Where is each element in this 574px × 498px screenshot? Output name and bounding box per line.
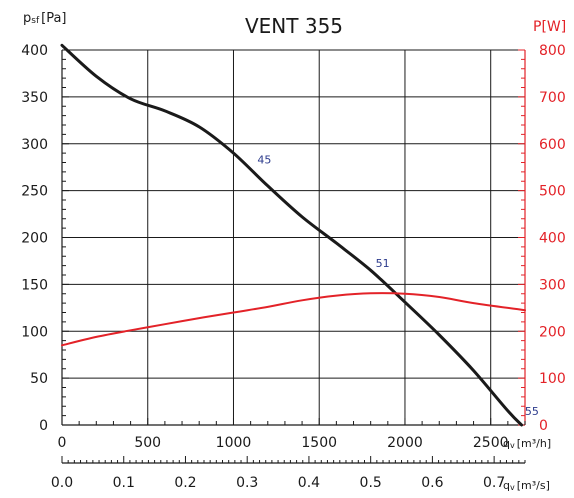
x-axis-label: qv [m³/h] xyxy=(503,437,551,450)
x-axis-label-sub: v xyxy=(510,441,515,450)
x-secondary-tick-label: 0.4 xyxy=(298,475,320,491)
left-tick-label: 200 xyxy=(21,231,48,247)
x-axis-secondary-ticks: 0.0 0.1 0.2 0.3 0.4 0.5 0.6 0.7 xyxy=(51,456,526,491)
right-tick-label: 500 xyxy=(539,184,566,200)
right-axis-label: P[W] xyxy=(533,19,566,35)
left-axis-label-sub: sf xyxy=(31,16,40,26)
left-tick-label: 250 xyxy=(21,184,48,200)
x-axis-ticks: 0 500 1000 1500 2000 2500 xyxy=(58,418,526,451)
x-tick-label: 2500 xyxy=(473,435,509,451)
annotations-layer: 45 51 55 xyxy=(257,154,539,418)
x-secondary-tick-label: 0.5 xyxy=(360,475,382,491)
x-secondary-tick-label: 0.2 xyxy=(174,475,196,491)
right-axis-ticks: 0 100 200 300 400 500 600 700 800 xyxy=(518,43,566,434)
annotation-label: 51 xyxy=(376,257,390,270)
pressure-curve xyxy=(60,43,524,427)
x-secondary-tick-label: 0.1 xyxy=(113,475,135,491)
left-axis-label-main: p xyxy=(23,11,31,26)
annotation-label: 55 xyxy=(525,405,539,418)
x-axis-label-main: q xyxy=(503,437,510,450)
left-tick-label: 400 xyxy=(21,43,48,59)
left-axis-label: psf [Pa] xyxy=(23,11,67,26)
x-secondary-tick-label: 0.3 xyxy=(236,475,258,491)
x-axis-secondary-label-main: q xyxy=(503,479,510,492)
right-tick-label: 100 xyxy=(539,371,566,387)
x-secondary-tick-label: 0.6 xyxy=(421,475,443,491)
series-layer xyxy=(60,43,526,427)
right-tick-label: 700 xyxy=(539,90,566,106)
right-tick-label: 800 xyxy=(539,43,566,59)
x-tick-label: 1000 xyxy=(216,435,252,451)
grid xyxy=(61,49,526,426)
left-tick-label: 50 xyxy=(30,371,48,387)
right-tick-label: 600 xyxy=(539,137,566,153)
chart-title: VENT 355 xyxy=(245,14,343,38)
x-tick-label: 0 xyxy=(58,435,67,451)
right-tick-label: 200 xyxy=(539,324,566,340)
x-secondary-tick-label: 0.0 xyxy=(51,475,73,491)
x-tick-label: 500 xyxy=(134,435,161,451)
left-axis-label-unit: [Pa] xyxy=(41,11,66,26)
left-tick-label: 150 xyxy=(21,277,48,293)
right-tick-label: 400 xyxy=(539,231,566,247)
left-axis-ticks: 0 50 100 150 200 250 300 350 400 xyxy=(21,43,69,434)
right-tick-label: 300 xyxy=(539,277,566,293)
x-axis-secondary-label: qv [m³/s] xyxy=(503,479,550,492)
annotation-label: 45 xyxy=(257,154,271,167)
x-tick-label: 2000 xyxy=(387,435,423,451)
x-tick-label: 1500 xyxy=(301,435,337,451)
power-curve xyxy=(61,292,526,347)
left-tick-label: 300 xyxy=(21,137,48,153)
x-axis-label-unit: [m³/h] xyxy=(517,437,551,450)
x-axis-secondary-label-unit: [m³/s] xyxy=(517,479,550,492)
right-tick-label: 0 xyxy=(539,418,548,434)
left-tick-label: 350 xyxy=(21,90,48,106)
left-tick-label: 100 xyxy=(21,324,48,340)
x-secondary-tick-label: 0.7 xyxy=(483,475,505,491)
left-tick-label: 0 xyxy=(39,418,48,434)
x-axis-secondary-label-sub: v xyxy=(510,483,515,492)
